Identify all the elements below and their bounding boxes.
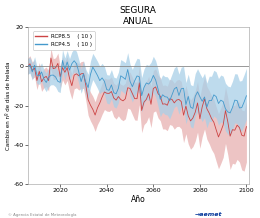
Text: © Agencia Estatal de Meteorología: © Agencia Estatal de Meteorología (8, 213, 76, 217)
Legend: RCP8.5    ( 10 ), RCP4.5    ( 10 ): RCP8.5 ( 10 ), RCP4.5 ( 10 ) (32, 31, 95, 50)
X-axis label: Año: Año (131, 195, 146, 204)
Y-axis label: Cambio en nº de días de helada: Cambio en nº de días de helada (5, 61, 11, 150)
Title: SEGURA
ANUAL: SEGURA ANUAL (120, 5, 157, 26)
Text: →aemet: →aemet (195, 212, 223, 217)
